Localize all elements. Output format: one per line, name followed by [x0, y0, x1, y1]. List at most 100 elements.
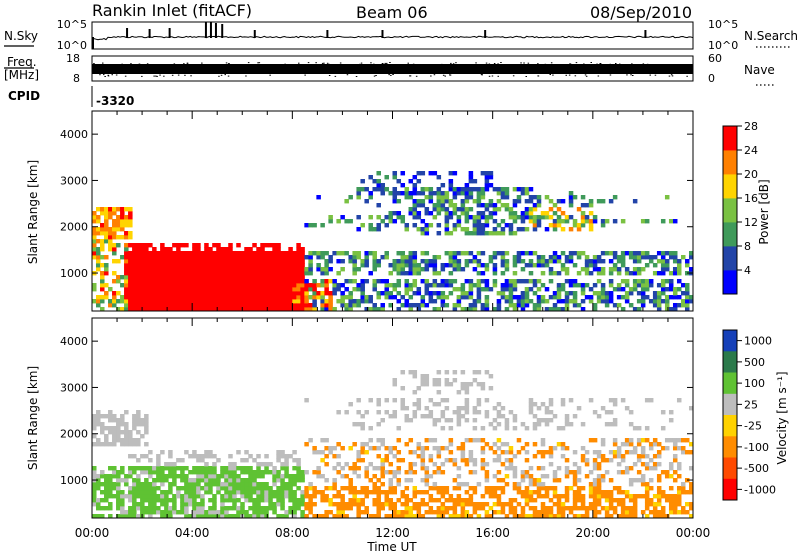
heatmap-cell — [688, 295, 694, 300]
heatmap-cell — [512, 211, 518, 216]
heatmap-cell — [616, 454, 622, 459]
heatmap-cell — [160, 510, 165, 515]
colorbar-tick-label: -1000 — [744, 483, 776, 496]
heatmap-cell — [252, 291, 257, 296]
nave-noise-dot — [373, 75, 376, 77]
heatmap-cell — [648, 299, 654, 304]
heatmap-cell — [544, 195, 550, 200]
heatmap-cell — [172, 291, 177, 296]
heatmap-cell — [452, 370, 458, 375]
heatmap-cell — [492, 267, 498, 272]
heatmap-cell — [412, 271, 418, 276]
heatmap-cell — [620, 295, 626, 300]
heatmap-cell — [300, 303, 305, 308]
heatmap-cell — [620, 510, 626, 515]
heatmap-cell — [436, 291, 442, 296]
heatmap-cell — [312, 279, 317, 284]
heatmap-cell — [336, 462, 341, 467]
heatmap-cell — [412, 470, 418, 475]
heatmap-cell — [396, 466, 402, 471]
heatmap-cell — [260, 303, 265, 308]
heatmap-cell — [204, 295, 209, 300]
heatmap-cell — [432, 438, 438, 443]
heatmap-cell — [156, 283, 161, 288]
nave-noise-dot — [218, 75, 220, 77]
heatmap-cell — [112, 414, 117, 419]
heatmap-cell — [608, 410, 614, 415]
heatmap-cell — [672, 271, 678, 276]
heatmap-cell — [676, 287, 682, 292]
y-tick-label: 3000 — [60, 174, 88, 187]
heatmap-cell — [668, 271, 674, 276]
heatmap-cell — [584, 255, 590, 260]
heatmap-cell — [596, 267, 602, 272]
velocity-heatmap — [92, 370, 694, 519]
heatmap-cell — [368, 175, 373, 180]
heatmap-cell — [424, 478, 430, 483]
heatmap-cell — [168, 287, 173, 292]
heatmap-cell — [176, 267, 181, 272]
heatmap-cell — [392, 175, 398, 180]
heatmap-cell — [524, 227, 530, 232]
heatmap-cell — [184, 275, 189, 280]
heatmap-cell — [232, 251, 237, 256]
heatmap-cell — [256, 247, 261, 252]
heatmap-cell — [116, 243, 121, 248]
heatmap-cell — [352, 263, 357, 268]
heatmap-cell — [252, 251, 257, 256]
heatmap-cell — [460, 414, 466, 419]
heatmap-cell — [436, 191, 442, 196]
nave-noise-dot — [415, 75, 418, 77]
heatmap-cell — [188, 470, 193, 475]
heatmap-cell — [276, 299, 281, 304]
heatmap-cell — [108, 231, 113, 236]
heatmap-cell — [540, 502, 546, 507]
heatmap-cell — [408, 510, 414, 515]
heatmap-cell — [228, 291, 233, 296]
heatmap-cell — [228, 279, 233, 284]
heatmap-cell — [264, 307, 269, 312]
heatmap-cell — [292, 458, 297, 463]
heatmap-cell — [596, 462, 602, 467]
heatmap-cell — [200, 494, 205, 499]
heatmap-cell — [160, 299, 165, 304]
y-tick-label: 1000 — [60, 474, 88, 487]
heatmap-cell — [556, 442, 562, 447]
heatmap-cell — [620, 506, 626, 511]
heatmap-cell — [456, 267, 462, 272]
heatmap-cell — [236, 474, 241, 479]
heatmap-cell — [660, 510, 666, 515]
freq-unit: [MHz] — [4, 68, 39, 82]
heatmap-cell — [344, 474, 349, 479]
heatmap-cell — [644, 490, 650, 495]
colorbar-frame — [722, 329, 738, 501]
heatmap-cell — [208, 283, 213, 288]
heatmap-cell — [232, 299, 237, 304]
heatmap-cell — [204, 275, 209, 280]
heatmap-cell — [684, 450, 690, 455]
heatmap-cell — [224, 299, 229, 304]
heatmap-cell — [136, 418, 141, 423]
heatmap-cell — [224, 291, 229, 296]
nave-noise-dot — [334, 75, 337, 77]
heatmap-cell — [188, 490, 193, 495]
heatmap-cell — [484, 307, 490, 312]
heatmap-cell — [392, 474, 398, 479]
heatmap-cell — [276, 255, 281, 260]
heatmap-cell — [148, 283, 153, 288]
heatmap-cell — [460, 207, 466, 212]
heatmap-cell — [604, 410, 610, 415]
heatmap-cell — [504, 502, 510, 507]
heatmap-cell — [552, 478, 558, 483]
heatmap-cell — [640, 251, 646, 256]
heatmap-cell — [612, 219, 618, 224]
nave-noise-dot — [245, 75, 247, 77]
nave-noise-dot — [475, 62, 477, 64]
heatmap-cell — [600, 438, 606, 443]
heatmap-cell — [108, 303, 113, 308]
heatmap-cell — [452, 223, 458, 228]
heatmap-cell — [436, 450, 442, 455]
heatmap-cell — [572, 291, 578, 296]
heatmap-cell — [336, 287, 341, 292]
heatmap-cell — [300, 295, 305, 300]
